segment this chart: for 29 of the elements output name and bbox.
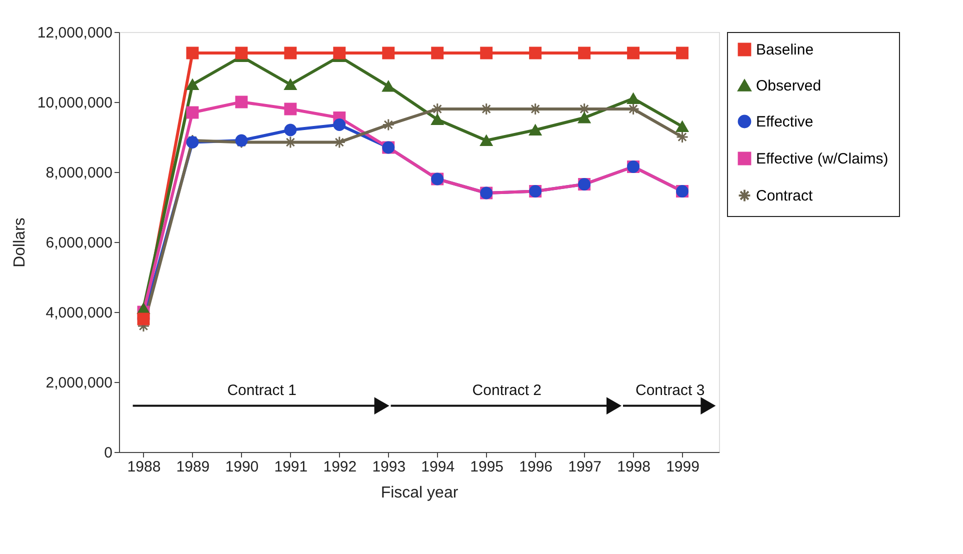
y-tick-label: 4,000,000 <box>46 304 112 322</box>
legend-label: Baseline <box>756 42 814 58</box>
annotation: Contract 3 <box>636 382 705 399</box>
y-axis-title: Dollars <box>11 218 28 268</box>
legend-label: Effective <box>756 114 814 130</box>
x-tick-label: 1999 <box>666 458 700 476</box>
y-tick-label: 2,000,000 <box>46 374 112 392</box>
x-tick-label: 1988 <box>127 458 161 476</box>
y-tick-label: 8,000,000 <box>46 164 112 182</box>
x-axis-title: Fiscal year <box>380 484 459 502</box>
legend-label: Observed <box>756 78 822 94</box>
x-tick-label: 1991 <box>274 458 308 476</box>
x-tick-label: 1990 <box>225 458 259 476</box>
x-tick-label: 1993 <box>372 458 406 476</box>
y-tick-label: 6,000,000 <box>46 234 112 252</box>
x-tick-label: 1989 <box>176 458 210 476</box>
x-tick-label: 1997 <box>568 458 602 476</box>
annotation: Contract 2 <box>472 382 542 399</box>
x-tick-label: 1994 <box>421 458 455 476</box>
x-tick-label: 1998 <box>617 458 650 476</box>
annotation: Contract 1 <box>227 382 296 399</box>
legend-label: Contract <box>756 188 814 204</box>
x-tick-label: 1995 <box>470 458 504 476</box>
y-tick-label: 12,000,000 <box>37 24 112 42</box>
legend-label: Effective (w/Claims) <box>756 150 888 168</box>
y-tick-label: 10,000,000 <box>37 94 112 112</box>
x-tick-label: 1992 <box>323 458 357 476</box>
x-tick-label: 1996 <box>519 458 553 476</box>
y-tick-label: 0 <box>104 444 112 462</box>
